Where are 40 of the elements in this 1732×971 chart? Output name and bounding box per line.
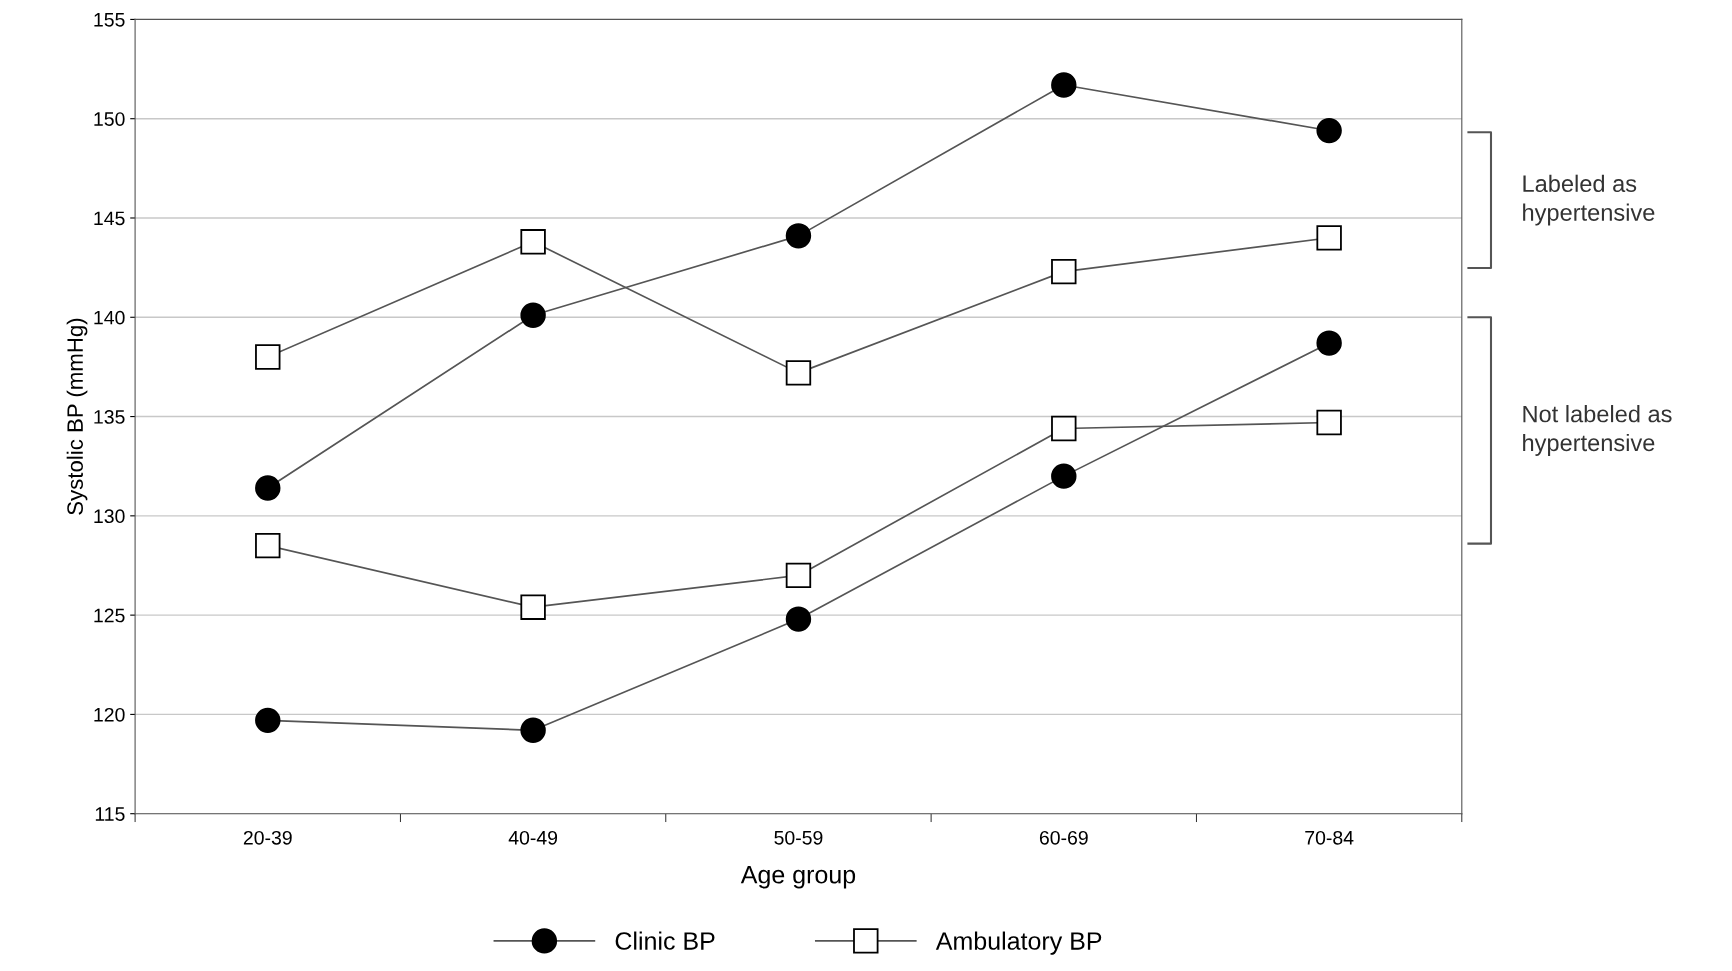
point <box>255 532 281 559</box>
x-tick-label: 60-69 <box>1039 830 1088 845</box>
point <box>255 344 281 370</box>
y-tick-label: 140 <box>94 310 125 325</box>
point <box>1051 415 1077 442</box>
y-tick-label: 115 <box>95 807 125 821</box>
y-tick-label: 135 <box>94 410 125 424</box>
y-tick-label: 150 <box>94 112 125 126</box>
y-tick-label: 130 <box>94 509 125 524</box>
y-axis-title: Systolic BP (mmHg) <box>66 318 88 515</box>
y-tick-label: 155 <box>94 13 125 27</box>
point <box>520 717 546 744</box>
point <box>1316 330 1342 356</box>
point <box>1051 258 1077 285</box>
point <box>520 302 546 328</box>
x-tick-label: 70-84 <box>1305 830 1354 845</box>
point <box>520 594 546 620</box>
legend-label: Ambulatory BP <box>935 931 1102 955</box>
point <box>785 360 812 386</box>
point <box>785 223 812 249</box>
point <box>1316 117 1342 144</box>
point <box>255 475 281 501</box>
point <box>785 606 812 632</box>
legend-label: Clinic BP <box>615 931 715 950</box>
y-tick-label: 125 <box>94 608 125 623</box>
point <box>520 229 546 255</box>
text: Labeled as hypertensive <box>1523 174 1655 226</box>
x-tick-label: 50-59 <box>774 830 823 845</box>
x-axis-title: Age group <box>740 866 856 889</box>
point <box>1316 225 1342 251</box>
point <box>1051 72 1077 98</box>
y-tick-label: 145 <box>94 211 125 226</box>
y-tick-label: 120 <box>94 707 125 722</box>
point <box>255 707 281 734</box>
point <box>785 562 812 589</box>
x-tick-label: 40-49 <box>508 830 558 845</box>
point <box>1051 463 1077 489</box>
point <box>1316 409 1342 436</box>
x-tick-label: 20-39 <box>243 830 292 845</box>
text: Not labeled as hypertensive <box>1523 405 1672 456</box>
